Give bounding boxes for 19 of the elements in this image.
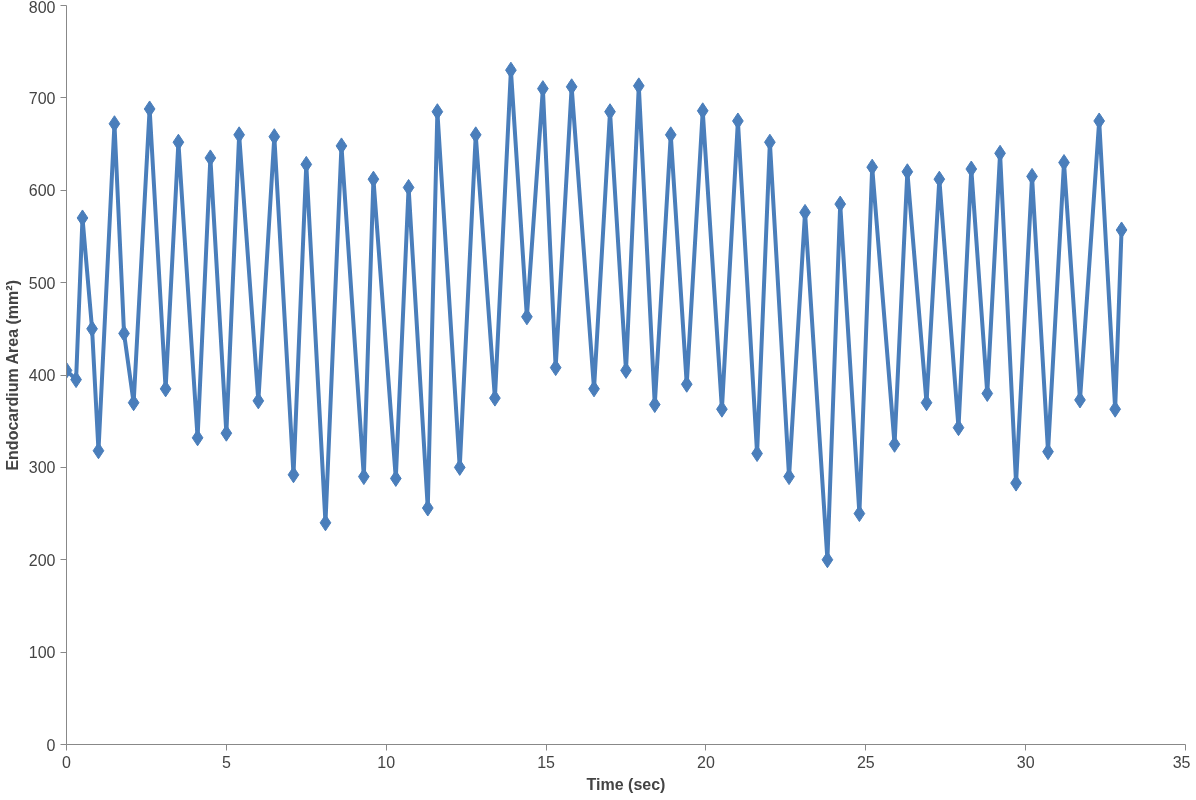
x-tick-label: 35 bbox=[1172, 753, 1191, 771]
x-tick-label: 15 bbox=[537, 753, 556, 771]
y-tick-label: 800 bbox=[28, 0, 56, 16]
x-axis-title: Time (sec) bbox=[586, 775, 666, 793]
y-axis-title: Endocardium Area (mm²) bbox=[3, 280, 21, 471]
y-tick-label: 700 bbox=[28, 89, 56, 107]
x-tick-label: 10 bbox=[377, 753, 396, 771]
x-tick-label: 0 bbox=[62, 753, 72, 771]
x-tick-label: 30 bbox=[1016, 753, 1035, 771]
y-tick-label: 400 bbox=[28, 367, 56, 384]
y-tick-label: 0 bbox=[46, 736, 56, 754]
y-tick-label: 200 bbox=[28, 551, 56, 569]
x-tick-label: 5 bbox=[221, 753, 231, 771]
y-tick-label: 500 bbox=[28, 274, 56, 292]
y-tick-label: 100 bbox=[28, 644, 56, 662]
y-tick-label: 600 bbox=[28, 182, 56, 200]
x-tick-label: 20 bbox=[697, 753, 715, 771]
x-tick-label: 25 bbox=[856, 753, 875, 771]
y-tick-label: 300 bbox=[28, 459, 56, 477]
